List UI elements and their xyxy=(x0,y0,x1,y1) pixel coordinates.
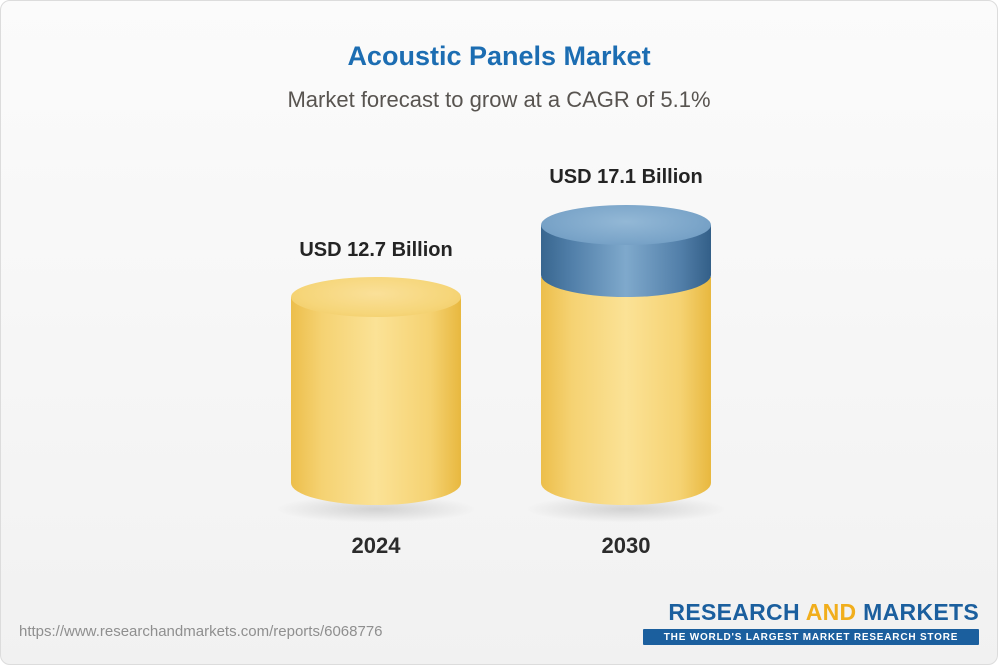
cylinder-2024 xyxy=(291,277,461,505)
category-label-2030: 2030 xyxy=(601,533,651,558)
chart-subtitle: Market forecast to grow at a CAGR of 5.1… xyxy=(287,87,711,112)
value-label-2030: USD 17.1 Billion xyxy=(549,166,703,188)
chart-title: Acoustic Panels Market xyxy=(347,41,651,71)
category-label-2024: 2024 xyxy=(351,533,401,558)
value-label-2024: USD 12.7 Billion xyxy=(299,239,453,261)
research-and-markets-logo: RESEARCH AND MARKETS THE WORLD'S LARGEST… xyxy=(643,599,979,645)
cylinder-top-growth-2030 xyxy=(541,205,711,245)
cylinder-2030 xyxy=(541,205,711,505)
logo-word-research: RESEARCH xyxy=(668,599,800,625)
logo-word-markets: MARKETS xyxy=(863,599,979,625)
cylinder-body-2024 xyxy=(291,297,461,505)
logo-tagline: THE WORLD'S LARGEST MARKET RESEARCH STOR… xyxy=(643,629,979,645)
cylinder-top-2024 xyxy=(291,277,461,317)
logo-word-and: AND xyxy=(805,599,857,625)
source-url[interactable]: https://www.researchandmarkets.com/repor… xyxy=(19,623,383,640)
cylinder-body-base-2030 xyxy=(541,277,711,505)
logo-wordmark: RESEARCH AND MARKETS xyxy=(643,599,979,626)
